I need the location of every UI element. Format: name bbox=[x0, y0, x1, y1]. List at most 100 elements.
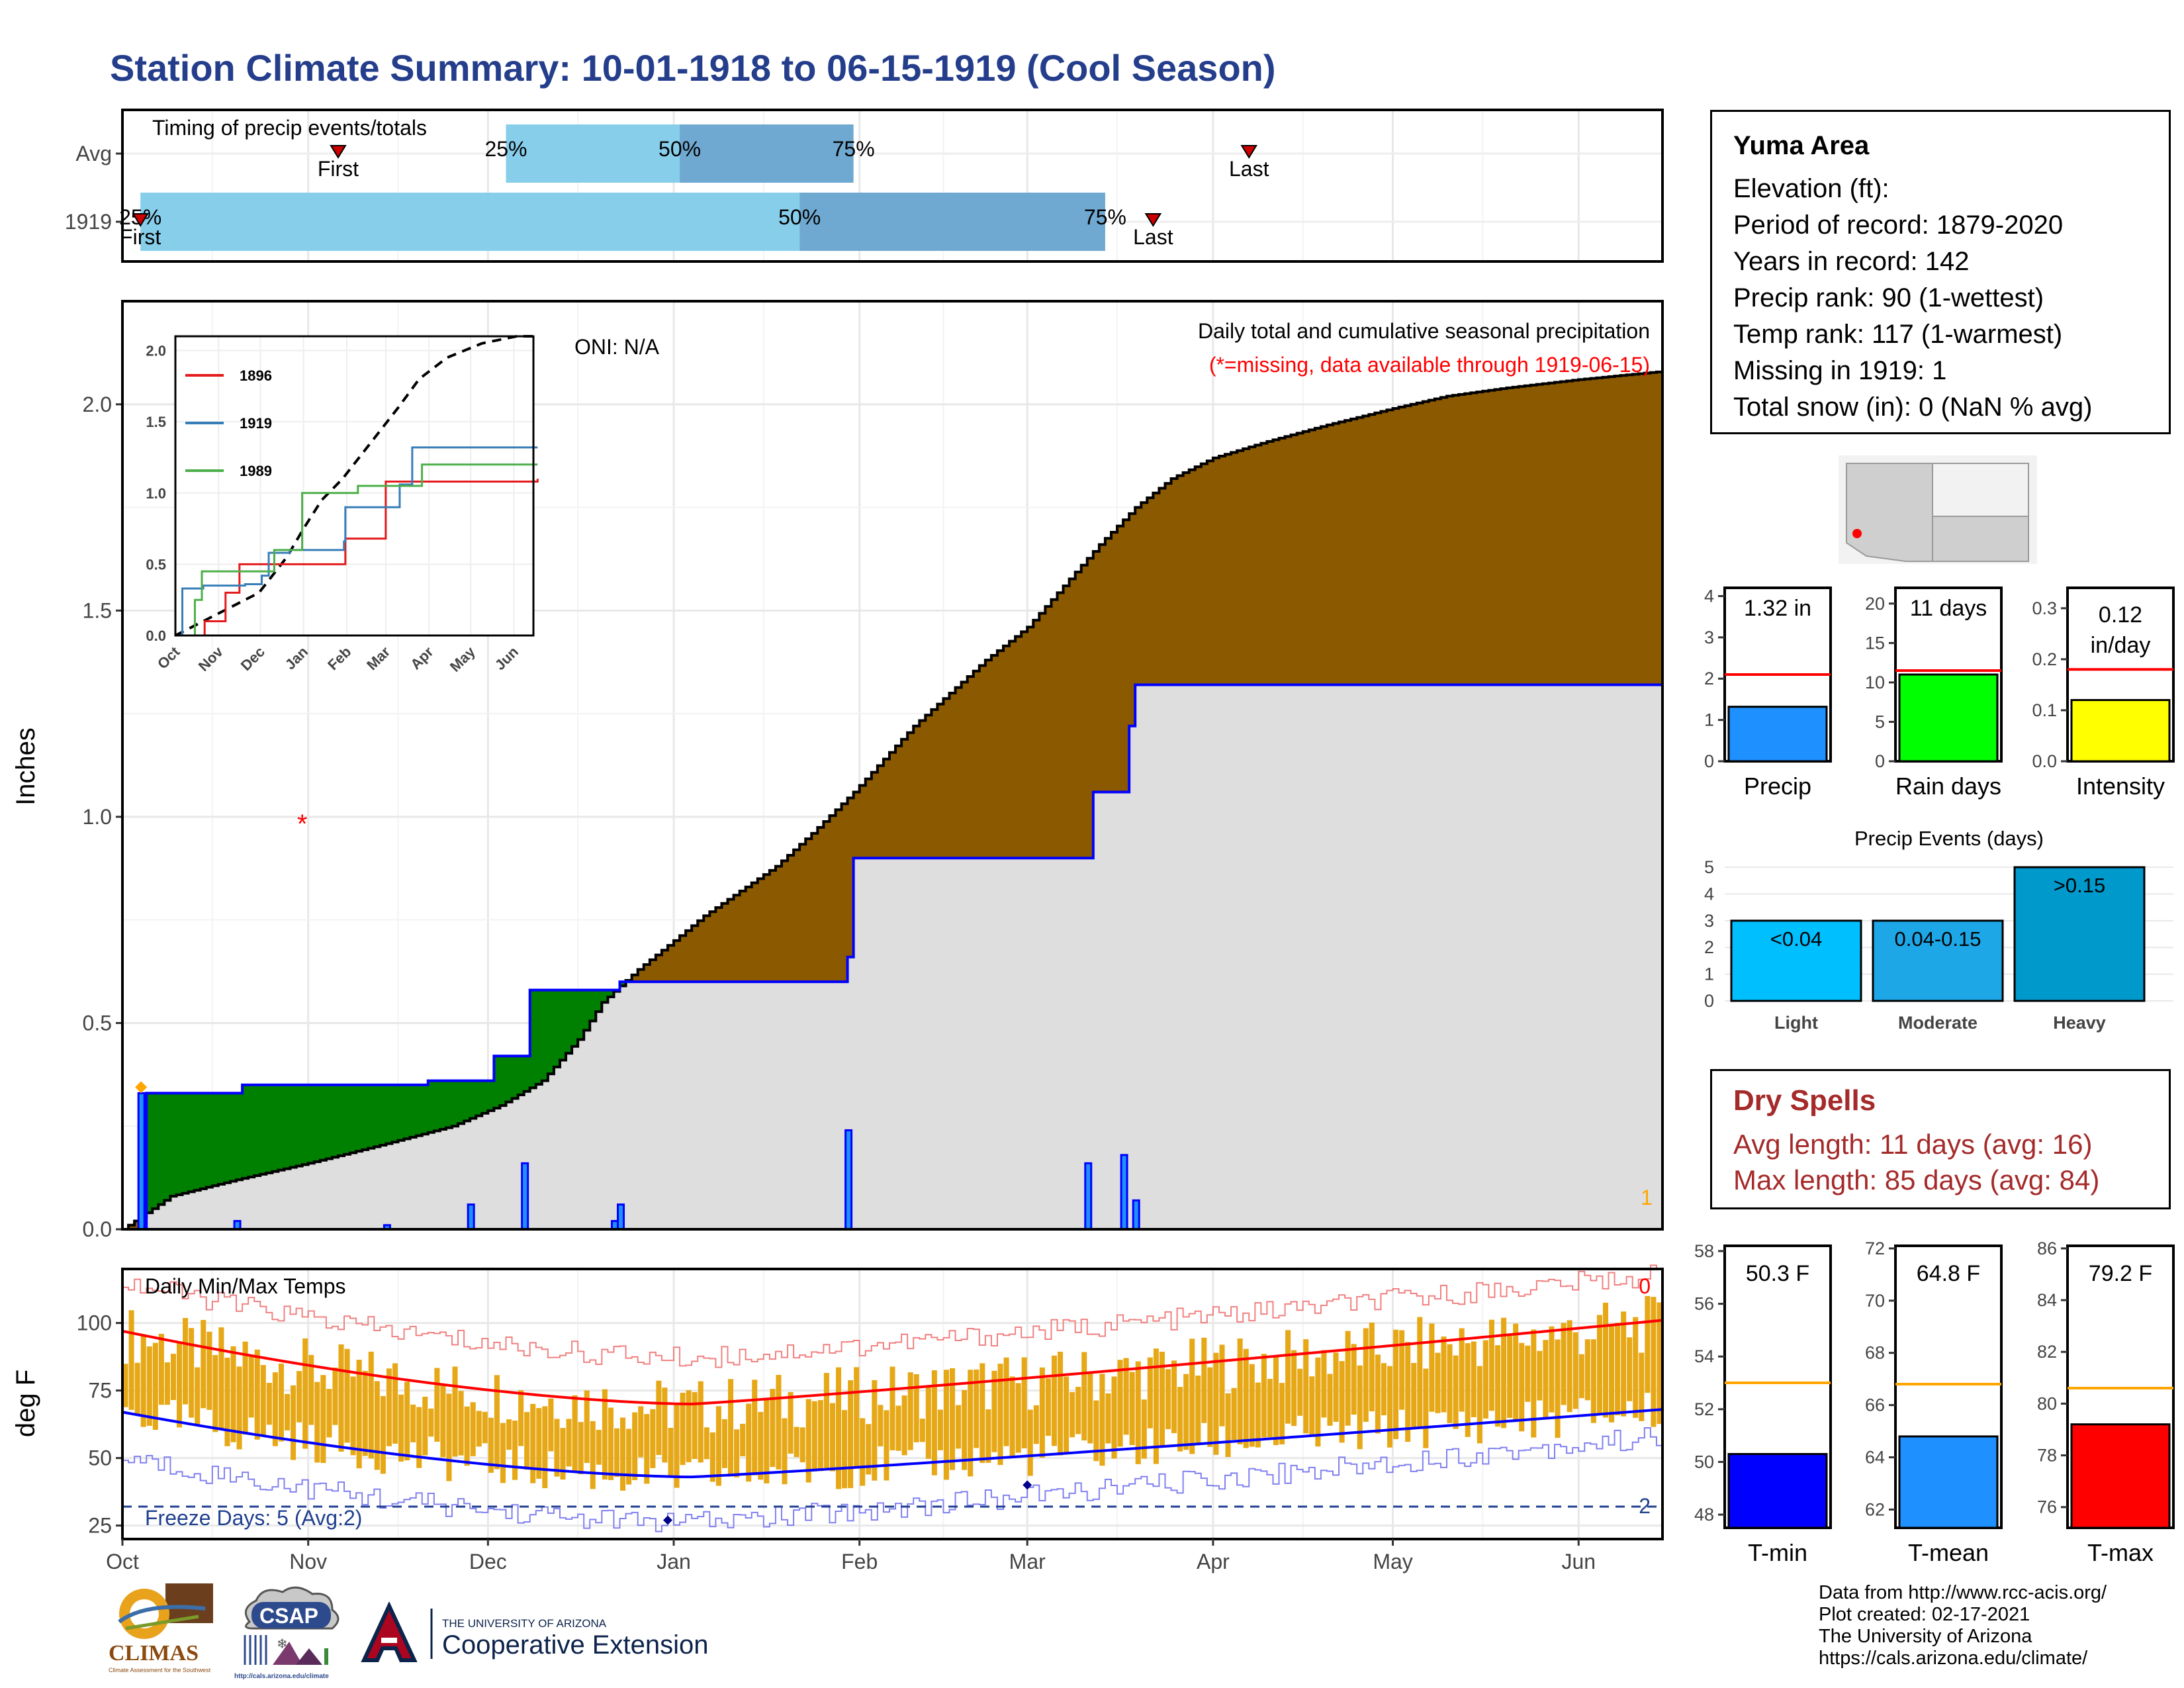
temp-daily-bar-243 bbox=[1578, 1354, 1584, 1399]
temp-daily-bar-87 bbox=[644, 1414, 650, 1484]
precip-max-event-marker bbox=[135, 1081, 148, 1094]
temp-daily-bar-111 bbox=[788, 1391, 794, 1454]
temp-daily-bar-56 bbox=[458, 1391, 464, 1456]
timing-p50-label-1: 50% bbox=[778, 205, 821, 229]
temp-daily-bar-40 bbox=[362, 1370, 368, 1456]
events-bar-label-moderate: 0.04-0.15 bbox=[1895, 927, 1981, 951]
temp-daily-bar-138 bbox=[950, 1368, 956, 1470]
temp-freeze-point-0 bbox=[662, 1515, 672, 1525]
temp-daily-bar-181 bbox=[1207, 1367, 1213, 1447]
temp-daily-bar-88 bbox=[650, 1409, 656, 1468]
temp-daily-bar-93 bbox=[680, 1392, 686, 1466]
temp-daily-bar-143 bbox=[979, 1363, 985, 1464]
temp-daily-bar-46 bbox=[398, 1394, 404, 1462]
temp-daily-bar-33 bbox=[320, 1375, 326, 1464]
temp-hot-days-count: 0 bbox=[1639, 1274, 1651, 1298]
temp-daily-bar-160 bbox=[1081, 1352, 1087, 1441]
temp-daily-bar-237 bbox=[1543, 1340, 1549, 1418]
total-tmax-bar bbox=[2070, 1423, 2171, 1529]
events-bar-moderate bbox=[1872, 919, 2004, 1002]
inset-legend-label-1896: 1896 bbox=[240, 367, 272, 384]
temp-daily-bar-249 bbox=[1615, 1323, 1621, 1415]
precip-subtitle: (*=missing, data available through 1919-… bbox=[1209, 353, 1650, 377]
temp-daily-bar-196 bbox=[1297, 1368, 1303, 1416]
total-tmean-ytick-label-5: 72 bbox=[1865, 1239, 1885, 1258]
temp-daily-bar-227 bbox=[1482, 1340, 1488, 1419]
temp-daily-bar-167 bbox=[1123, 1358, 1129, 1435]
inset-border bbox=[174, 335, 535, 637]
temp-daily-bar-72 bbox=[554, 1419, 560, 1477]
temp-daily-bar-204 bbox=[1345, 1331, 1351, 1426]
temp-daily-bar-190 bbox=[1261, 1354, 1267, 1438]
temp-daily-bar-95 bbox=[692, 1391, 698, 1459]
total-tmin-value-label: 50.3 F bbox=[1746, 1261, 1809, 1286]
total-rain-days-name-label: Rain days bbox=[1895, 773, 2001, 800]
temp-daily-bar-217 bbox=[1423, 1368, 1429, 1448]
temp-daily-bar-115 bbox=[811, 1401, 817, 1472]
temp-daily-bar-128 bbox=[889, 1366, 895, 1450]
total-tmax-ytick-label-3: 82 bbox=[2037, 1342, 2057, 1362]
temp-daily-bar-203 bbox=[1339, 1361, 1345, 1443]
temp-ytick-label-0: 25 bbox=[88, 1514, 112, 1538]
precip-oni: ONI: N/A bbox=[574, 335, 660, 359]
temp-daily-bar-73 bbox=[560, 1428, 566, 1480]
temp-daily-bar-173 bbox=[1159, 1351, 1165, 1448]
total-intensity-value-label: 0.12 bbox=[2099, 602, 2142, 628]
precip-daily-bar-10 bbox=[1132, 1199, 1140, 1231]
temp-daily-bar-244 bbox=[1584, 1339, 1590, 1401]
temp-daily-bar-39 bbox=[356, 1360, 362, 1469]
temp-daily-bar-103 bbox=[740, 1423, 746, 1457]
total-tmax-value-label: 79.2 F bbox=[2089, 1261, 2152, 1286]
temp-daily-bar-127 bbox=[884, 1410, 889, 1481]
total-tmax-ytick-label-5: 86 bbox=[2037, 1239, 2057, 1258]
temp-daily-bar-8 bbox=[170, 1354, 176, 1400]
temp-daily-bar-137 bbox=[943, 1370, 950, 1480]
credit-line-url: https://cals.arizona.edu/climate/ bbox=[1819, 1648, 2088, 1669]
temp-daily-bar-180 bbox=[1201, 1337, 1207, 1423]
temp-daily-bar-81 bbox=[608, 1407, 614, 1480]
events-title: Precip Events (days) bbox=[1854, 827, 2044, 850]
temp-daily-bar-183 bbox=[1219, 1344, 1225, 1427]
temp-daily-bar-129 bbox=[895, 1405, 901, 1451]
events-ytick-label-3: 3 bbox=[1704, 911, 1714, 931]
temp-daily-bar-15 bbox=[212, 1355, 218, 1432]
temp-daily-bar-105 bbox=[752, 1380, 758, 1476]
temp-record-low-line bbox=[122, 1427, 1663, 1532]
temp-daily-bar-67 bbox=[524, 1412, 530, 1470]
temp-daily-bar-131 bbox=[907, 1372, 913, 1450]
temp-daily-bar-52 bbox=[434, 1368, 440, 1442]
temp-daily-bar-219 bbox=[1435, 1352, 1441, 1413]
temp-daily-bar-149 bbox=[1015, 1383, 1021, 1453]
total-tmax-name-label: T-max bbox=[2087, 1539, 2154, 1566]
total-tmax-ytick-label-1: 78 bbox=[2037, 1446, 2057, 1466]
temp-daily-bar-24 bbox=[266, 1383, 272, 1425]
temp-daily-bar-210 bbox=[1381, 1363, 1387, 1416]
total-tmin-ytick-label-5: 58 bbox=[1694, 1241, 1714, 1261]
events-ytick-label-5: 5 bbox=[1704, 857, 1714, 877]
temp-freeze-point-1 bbox=[1023, 1480, 1032, 1490]
timing-last-marker-1 bbox=[1144, 213, 1162, 227]
total-precip-name-label: Precip bbox=[1744, 773, 1811, 800]
temp-daily-bar-47 bbox=[404, 1382, 410, 1461]
precip-missing-count: 1 bbox=[1641, 1186, 1653, 1209]
timing-p75-label-0: 75% bbox=[833, 137, 875, 161]
total-tmin-bar bbox=[1727, 1453, 1828, 1529]
temp-daily-bar-77 bbox=[584, 1390, 590, 1464]
temp-daily-bar-135 bbox=[931, 1370, 937, 1476]
total-tmax-ytick-label-2: 80 bbox=[2037, 1393, 2057, 1413]
total-rain-days-value-label: 11 days bbox=[1910, 596, 1987, 621]
dry-spells-avg: Avg length: 11 days (avg: 16) bbox=[1733, 1129, 2093, 1160]
station-snow: Total snow (in): 0 (NaN % avg) bbox=[1733, 393, 2093, 422]
temp-daily-bar-76 bbox=[578, 1422, 584, 1475]
total-tmean-ytick-label-2: 66 bbox=[1865, 1395, 1885, 1415]
total-tmean-name-label: T-mean bbox=[1908, 1539, 1989, 1566]
total-tmin-ytick-label-0: 48 bbox=[1694, 1505, 1714, 1524]
temp-daily-bar-202 bbox=[1333, 1352, 1339, 1422]
temp-daily-bar-236 bbox=[1537, 1350, 1543, 1401]
total-tmin-name-label: T-min bbox=[1748, 1539, 1807, 1566]
events-bar-light bbox=[1730, 919, 1862, 1002]
temp-daily-bar-98 bbox=[709, 1432, 715, 1482]
temp-daily-bar-182 bbox=[1213, 1352, 1219, 1455]
temp-daily-bar-192 bbox=[1273, 1355, 1279, 1446]
xaxis-tick-label-3: Jan bbox=[657, 1550, 691, 1573]
